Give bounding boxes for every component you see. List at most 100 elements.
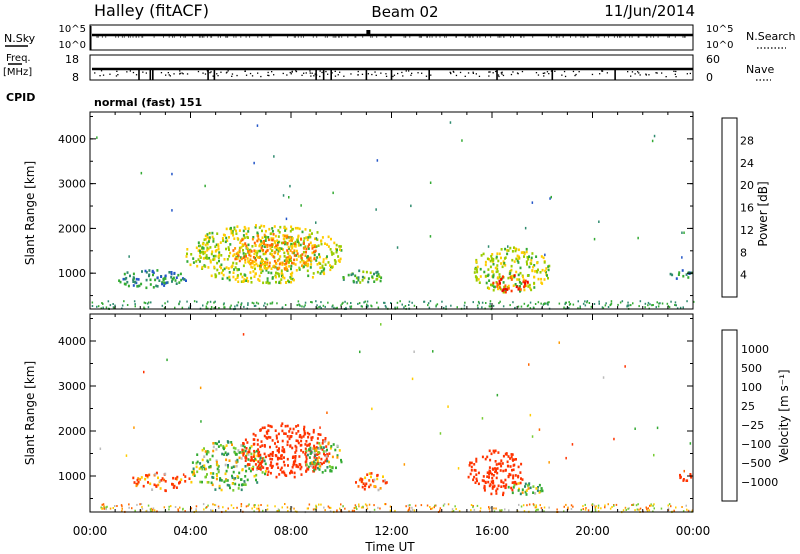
scatter-cell <box>233 268 236 271</box>
scatter-cell <box>537 301 540 304</box>
scatter-cell <box>201 458 204 462</box>
scatter-cell <box>340 460 343 464</box>
scatter-cell <box>283 263 286 266</box>
scatter-cell <box>522 278 525 282</box>
scatter-cell <box>274 250 277 254</box>
scatter-cell <box>502 481 505 484</box>
scatter-cell <box>214 300 216 303</box>
scatter-cell <box>213 265 216 269</box>
scatter-cell <box>357 276 360 279</box>
scatter-cell <box>135 482 138 486</box>
scatter-cell <box>296 304 298 307</box>
scatter-cell <box>286 506 289 509</box>
scatter-cell <box>196 300 198 303</box>
scatter-cell <box>239 256 242 259</box>
nave-dot <box>543 75 545 77</box>
nsearch-dot <box>587 36 588 38</box>
nsearch-dot <box>385 36 387 38</box>
scatter-cell <box>522 280 525 284</box>
scatter-cell <box>251 266 254 269</box>
scatter-cell <box>147 504 150 507</box>
nave-dot <box>260 75 262 78</box>
scatter-cell <box>267 435 270 439</box>
scatter-cell <box>139 503 141 506</box>
scatter-cell <box>252 443 255 446</box>
scatter-cell <box>91 301 94 304</box>
colorbar-frame <box>721 117 738 298</box>
scatter-cell <box>304 453 307 456</box>
scatter-cell <box>270 267 273 270</box>
scatter-cell <box>259 249 261 253</box>
nsearch-dot <box>105 36 107 38</box>
scatter-cell <box>504 508 506 511</box>
scatter-cell <box>177 273 180 277</box>
scatter-cell <box>267 238 270 242</box>
scatter-cell <box>212 240 215 243</box>
scatter-cell <box>256 256 259 259</box>
scatter-cell <box>277 510 279 512</box>
scatter-cell <box>487 480 490 484</box>
nave-dot <box>179 72 181 74</box>
scatter-cell <box>217 465 220 468</box>
scatter-cell <box>449 121 452 124</box>
scatter-cell <box>296 226 299 230</box>
scatter-cell <box>225 266 228 269</box>
scatter-cell <box>368 472 371 475</box>
nave-dot <box>334 75 337 77</box>
nave-dot <box>295 70 297 72</box>
scatter-cell <box>163 284 166 287</box>
scatter-cell <box>270 461 273 464</box>
scatter-cell <box>491 253 494 256</box>
scatter-cell <box>278 473 281 476</box>
scatter-cell <box>213 503 216 506</box>
scatter-cell <box>161 304 164 307</box>
scatter-cell <box>307 274 310 278</box>
scatter-cell <box>365 482 368 486</box>
nsearch-dot <box>472 36 474 38</box>
scatter-cell <box>550 195 552 199</box>
scatter-cell <box>238 456 241 460</box>
nave-dot <box>411 72 413 74</box>
scatter-cell <box>307 257 310 261</box>
scatter-cell <box>384 301 386 304</box>
scatter-cell <box>313 245 316 249</box>
nave-dot <box>500 72 502 74</box>
scatter-cell <box>490 480 493 483</box>
scatter-cell <box>515 285 518 289</box>
scatter-cell <box>292 461 295 465</box>
scatter-cell <box>244 261 247 264</box>
scatter-cell <box>269 463 272 467</box>
scatter-cell <box>299 467 302 471</box>
scatter-cell <box>295 425 298 428</box>
scatter-cell <box>327 441 330 445</box>
scatter-cell <box>420 504 423 507</box>
scatter-cell <box>255 254 258 257</box>
scatter-cell <box>316 437 319 440</box>
scatter-cell <box>207 481 210 484</box>
scatter-cell <box>281 506 283 509</box>
scatter-cell <box>96 136 98 139</box>
scatter-cell <box>502 493 504 497</box>
scatter-cell <box>206 473 208 476</box>
scatter-cell <box>543 261 546 264</box>
scatter-cell <box>523 302 526 305</box>
scatter-cell <box>209 260 212 264</box>
scatter-cell <box>259 468 262 471</box>
scatter-cell <box>279 468 282 472</box>
scatter-cell <box>507 485 510 489</box>
scatter-cell <box>385 306 387 309</box>
scatter-cell <box>505 483 508 486</box>
scatter-cell <box>305 250 307 254</box>
nave-dot <box>325 70 327 73</box>
scatter-cell <box>210 481 213 485</box>
scatter-cell <box>431 507 434 510</box>
nsky-tick-bottom: 10^0 <box>59 40 86 51</box>
scatter-cell <box>539 504 541 507</box>
scatter-cell <box>207 460 210 464</box>
scatter-cell <box>307 435 310 439</box>
scatter-cell <box>492 479 495 483</box>
scatter-cell <box>480 254 483 257</box>
nave-dot <box>357 70 359 73</box>
scatter-cell <box>113 306 115 309</box>
nsearch-dot <box>121 36 123 38</box>
